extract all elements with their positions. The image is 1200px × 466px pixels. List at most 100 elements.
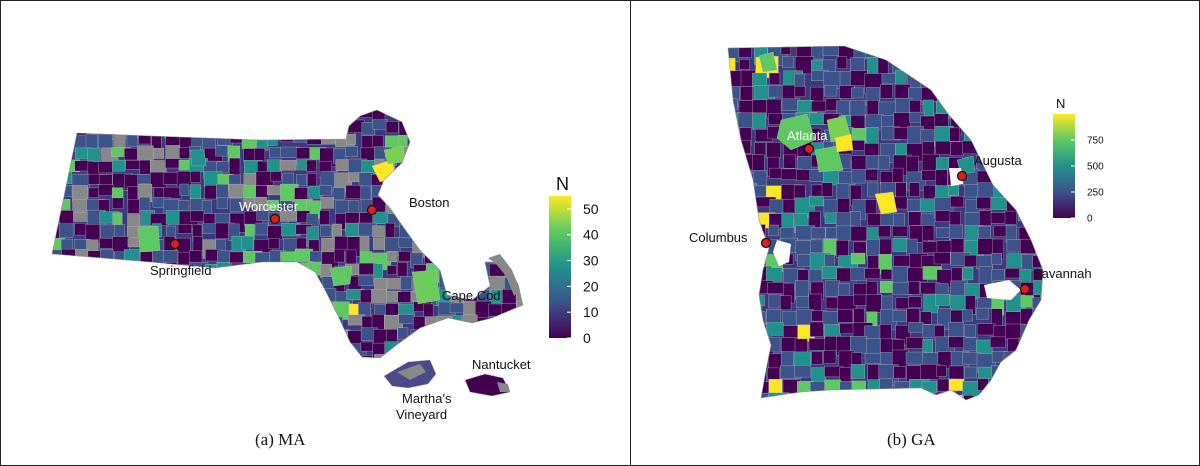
district-tile (152, 316, 171, 334)
district-tile (242, 315, 263, 326)
district-tile (409, 121, 425, 136)
district-tile (864, 199, 877, 214)
district-tile (59, 339, 79, 356)
district-tile (295, 289, 311, 305)
district-tile (935, 210, 951, 222)
district-tile (949, 127, 960, 142)
district-tile (1018, 393, 1039, 400)
city-label-springfield: Springfield (150, 263, 211, 278)
district-tile (728, 351, 742, 370)
district-tile (386, 278, 402, 290)
district-tile (880, 213, 896, 226)
caption-ma: (a) MA (255, 430, 306, 449)
district-tile (809, 195, 824, 207)
district-tile (880, 280, 893, 293)
district-tile (1006, 99, 1022, 111)
district-tile (163, 110, 183, 123)
district-tile (977, 114, 995, 133)
district-tile (346, 133, 356, 145)
district-tile (738, 367, 752, 389)
district-tile (99, 353, 112, 358)
district-tile (1018, 337, 1035, 356)
district-tile (741, 325, 760, 343)
district-tile (879, 324, 892, 342)
district-tile (138, 330, 157, 348)
district-tile (74, 316, 90, 336)
district-tile (853, 294, 867, 306)
district-tile (345, 185, 363, 199)
district-tile (439, 354, 453, 358)
district-tile (991, 253, 1002, 265)
district-tile (490, 185, 504, 199)
district-tile (192, 118, 203, 136)
district-tile (202, 121, 216, 135)
district-tile (52, 120, 63, 139)
district-tile (309, 110, 321, 125)
district-tile (964, 366, 977, 379)
district-tile (177, 224, 192, 234)
district-tile (501, 328, 521, 344)
district-tile (517, 226, 523, 244)
district-tile (52, 314, 67, 326)
district-tile (490, 132, 504, 144)
district-tile (244, 304, 256, 320)
district-tile (488, 119, 506, 129)
ma-legend: N 0 10 20 30 40 50 (549, 174, 599, 346)
district-tile (514, 210, 523, 223)
district-tile (439, 173, 455, 189)
district-tile (990, 114, 1007, 127)
district-tile (189, 184, 201, 200)
district-tile (424, 135, 442, 151)
district-tile (464, 276, 482, 288)
district-tile (397, 327, 409, 340)
district-tile (1033, 352, 1043, 363)
district-tile (436, 212, 453, 225)
district-tile (62, 110, 78, 119)
district-tile (398, 135, 408, 148)
district-tile (1020, 196, 1041, 207)
district-tile (111, 110, 126, 127)
district-tile (204, 343, 216, 357)
city-marker-worcester (269, 213, 281, 225)
district-tile (794, 73, 806, 89)
district-tile (152, 330, 172, 349)
district-tile (950, 141, 964, 156)
district-tile (948, 72, 970, 89)
district-tile (335, 354, 351, 358)
district-tile (864, 268, 881, 279)
district-tile (489, 210, 507, 225)
district-tile (1034, 338, 1043, 349)
district-tile (189, 301, 208, 319)
district-tile (963, 337, 978, 352)
district-tile (296, 174, 307, 186)
ga-state-shape (727, 45, 1044, 401)
district-tile (216, 278, 227, 296)
district-tile (851, 87, 864, 99)
district-tile (137, 119, 156, 135)
district-tile (782, 56, 795, 68)
district-tile (227, 301, 242, 313)
city-label-marthas-vineyard: Martha's Vineyard (396, 391, 452, 422)
district-tile (125, 314, 146, 333)
district-tile (176, 314, 188, 333)
district-tile (741, 213, 760, 231)
district-tile (243, 264, 259, 282)
district-tile (990, 336, 1006, 348)
district-tile (309, 304, 327, 320)
district-tile (191, 328, 206, 339)
district-tile (216, 110, 235, 122)
district-tile (267, 121, 286, 138)
district-tile (59, 210, 74, 226)
district-tile (62, 133, 76, 147)
district-tile (386, 265, 397, 275)
district-tile (425, 237, 438, 250)
district-tile (452, 315, 462, 334)
district-tile (515, 161, 523, 172)
district-tile (423, 158, 441, 176)
district-tile (139, 196, 151, 213)
district-tile (217, 302, 232, 318)
district-tile (489, 343, 505, 357)
district-tile (436, 225, 454, 241)
district-tile (964, 324, 976, 338)
district-tile (1018, 171, 1038, 189)
